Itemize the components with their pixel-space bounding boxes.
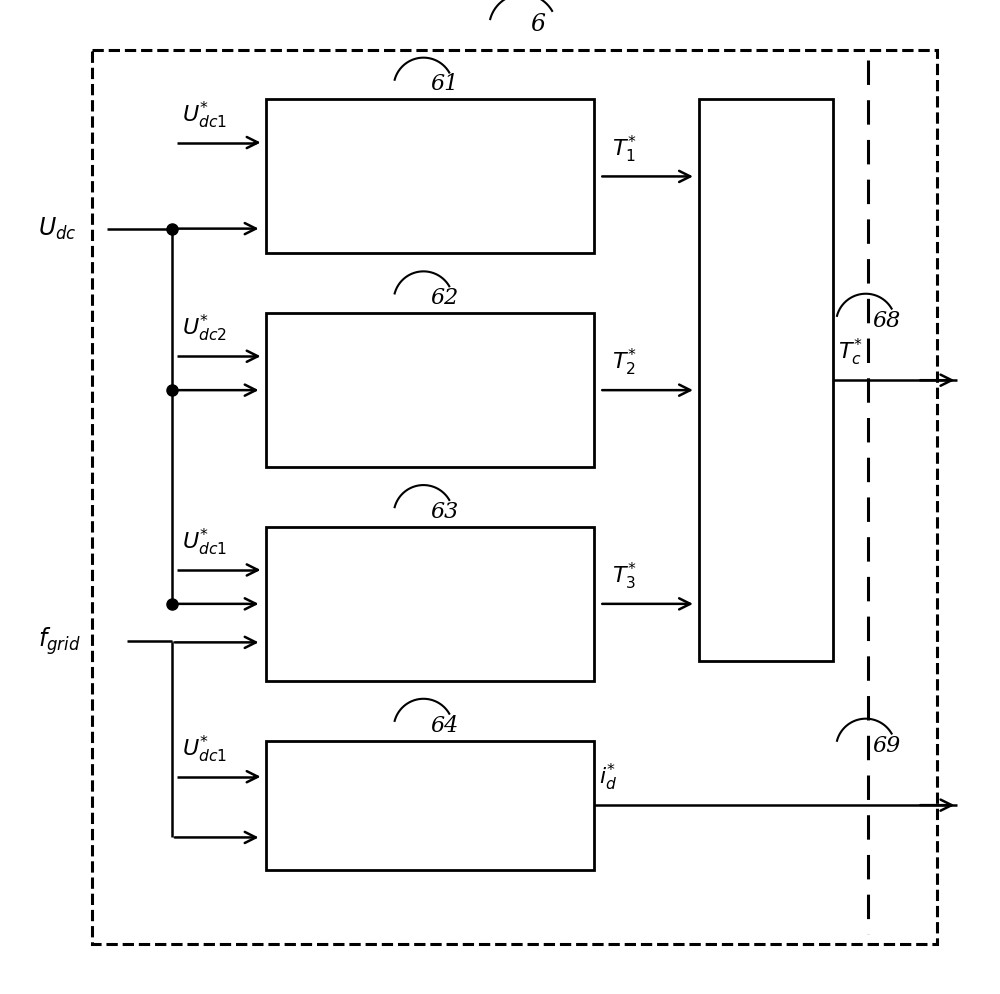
Text: 61: 61 xyxy=(430,74,459,95)
Text: $U_{dc1}^{*}$: $U_{dc1}^{*}$ xyxy=(182,734,227,764)
Bar xyxy=(92,50,937,944)
Text: $T_1^{*}$: $T_1^{*}$ xyxy=(612,133,637,164)
Bar xyxy=(266,527,594,681)
Text: 69: 69 xyxy=(873,735,901,756)
Text: $T_3^{*}$: $T_3^{*}$ xyxy=(612,561,637,591)
Text: $i_d^{*}$: $i_d^{*}$ xyxy=(599,762,617,793)
Text: $U_{dc}$: $U_{dc}$ xyxy=(38,216,76,242)
Bar xyxy=(699,99,833,661)
Bar xyxy=(266,741,594,870)
Text: $U_{dc1}^{*}$: $U_{dc1}^{*}$ xyxy=(182,527,227,558)
Text: 64: 64 xyxy=(430,715,459,737)
Text: $f_{grid}$: $f_{grid}$ xyxy=(38,625,81,657)
Text: 6: 6 xyxy=(530,13,545,37)
Text: 62: 62 xyxy=(430,287,459,309)
Text: $U_{dc2}^{*}$: $U_{dc2}^{*}$ xyxy=(182,313,227,344)
Text: 63: 63 xyxy=(430,501,459,523)
Text: $T_c^{*}$: $T_c^{*}$ xyxy=(838,337,862,368)
Bar xyxy=(266,313,594,467)
Text: $U_{dc1}^{*}$: $U_{dc1}^{*}$ xyxy=(182,99,227,130)
Bar xyxy=(266,99,594,253)
Text: $T_2^{*}$: $T_2^{*}$ xyxy=(612,347,637,379)
Text: 68: 68 xyxy=(873,309,901,332)
